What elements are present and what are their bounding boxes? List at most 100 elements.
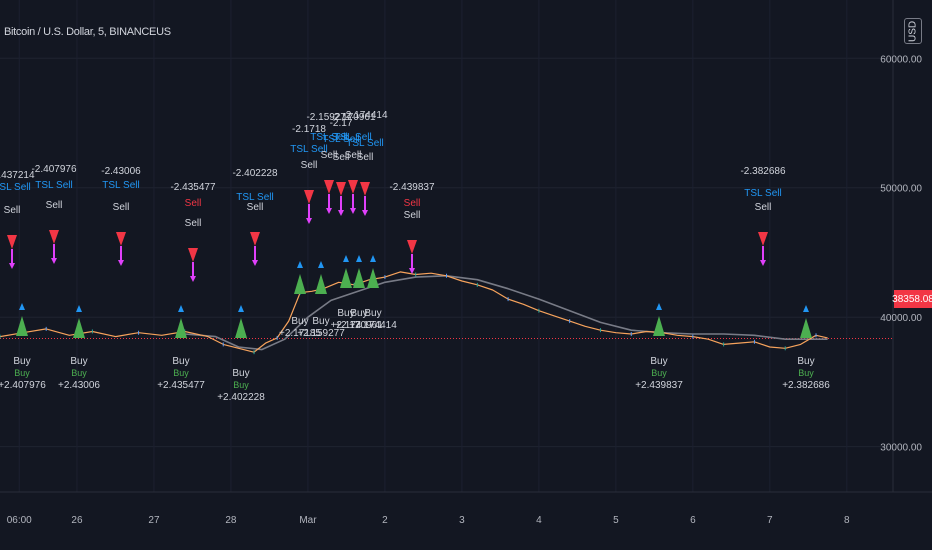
buy-signal-value: +2.170961 [335,320,383,331]
series-line [184,274,828,351]
buy-arrow-icon [73,318,85,338]
sell-marker-icon [760,260,766,266]
buy-arrow-icon [653,316,665,336]
sell-arrow-icon [758,232,768,246]
buy-marker-icon [656,303,662,310]
x-tick-label: 4 [536,515,542,526]
buy-signal-value: +2.174 [331,320,362,331]
sell-signal-value: -2.1718 [292,124,326,135]
sell-signal-value: -2.402228 [232,168,277,179]
sell-signal-value: -2.382686 [740,166,785,177]
buy-arrow-icon [294,274,306,294]
sell-marker-icon [51,258,57,264]
sell-arrow-icon [360,182,370,196]
x-tick-label: 27 [148,515,160,526]
x-tick-label: 26 [71,515,83,526]
buy-signal-tag: Buy [173,368,189,378]
buy-signal-label: Buy [650,356,667,367]
sell-signal-label: Sell [113,202,130,213]
buy-signal-value: +2.435477 [157,380,205,391]
sell-signal-value: -2.174414 [342,110,387,121]
buy-arrow-icon [175,318,187,338]
y-tick-label: 40000.00 [880,313,922,324]
buy-arrow-icon [340,268,352,288]
x-tick-label: 28 [225,515,237,526]
sell-signal-tag: TSL Sell [0,182,31,193]
sell-signal-value: -2.43006 [101,166,141,177]
sell-signal-label: Sell [301,160,318,171]
sell-signal: -2.407976 TSL Sell Sell [31,164,77,264]
x-tick-label: 3 [459,515,465,526]
buy-signal-tag: Buy [233,380,249,390]
grid-lines [0,0,893,492]
sell-signal-tag: Sell [185,198,202,209]
sell-signal-value: -2.439837 [389,182,434,193]
x-tick-label: 6 [690,515,696,526]
sell-signal-tag: TSL Sell [334,132,371,143]
buy-signal-label: Buy [70,356,87,367]
buy-marker-icon [178,305,184,312]
time-axis[interactable]: 06:00 26 27 28 Mar 2 3 4 5 6 7 8 [7,515,850,526]
sell-signal-value: -2.407976 [31,164,76,175]
buy-signal-label: Buy [364,308,381,319]
sell-marker-icon [350,208,356,214]
sell-signal-label: Sell [404,210,421,221]
buy-marker-icon [297,261,303,268]
sell-signal-tag: TSL Sell [346,138,383,149]
sell-signal-label: Sell [755,202,772,213]
sell-signal-label: Sell [4,205,21,216]
sell-signal-value: -2.159277 [306,112,351,123]
last-price-badge: 38358.08 [892,290,932,308]
sell-marker-icon [306,218,312,224]
y-tick-label: 50000.00 [880,184,922,195]
sell-signal: -2.17 TSL Sell Sell [322,118,360,216]
currency-button[interactable]: USD [904,18,922,44]
sell-marker-icon [409,268,415,274]
buy-signal: Buy+2.17185 [279,261,321,339]
x-tick-label: 8 [844,515,850,526]
sell-signal-tag: TSL Sell [290,144,327,155]
buy-signal-tag: Buy [798,368,814,378]
sell-arrow-icon [7,235,17,249]
buy-signal: Buy+2.170961 [335,255,383,331]
sell-arrow-icon [49,230,59,244]
y-tick-label: 30000.00 [880,443,922,454]
sell-signal-label: Sell [357,152,374,163]
sell-marker-icon [362,210,368,216]
price-axis[interactable]: 60000.00 50000.00 40000.00 30000.00 [880,54,922,453]
sell-signal-label: Sell [333,152,350,163]
sell-marker-icon [338,210,344,216]
sell-arrow-icon [250,232,260,246]
buy-signal-label: Buy [337,308,354,319]
sell-arrow-icon [348,180,358,194]
buy-arrow-icon [367,268,379,288]
buy-signal-label: Buy [232,368,249,379]
sell-signal-label: Sell [321,150,338,161]
sell-marker-icon [190,276,196,282]
x-tick-label: 7 [767,515,773,526]
buy-signal-label: Buy [797,356,814,367]
sell-signal-tag: TSL Sell [322,134,359,145]
buy-arrow-icon [235,318,247,338]
sell-marker-icon [326,208,332,214]
sell-signal: -2.1718 TSL Sell Sell [290,124,328,224]
sell-signal: -2.435477 Sell Sell [170,182,216,282]
buy-arrow-icon [16,316,28,336]
sell-marker-icon [252,260,258,266]
buy-arrow-icon [315,274,327,294]
buy-signal-label: Buy [172,356,189,367]
buy-arrow-icon [800,318,812,338]
buy-signal-tag: Buy [71,368,87,378]
sell-signal-tag: TSL Sell [744,188,781,199]
x-tick-label: 06:00 [7,515,32,526]
sell-signal: -2.159277 TSL Sell Sell [306,112,352,214]
sell-signal-label: Sell [345,150,362,161]
